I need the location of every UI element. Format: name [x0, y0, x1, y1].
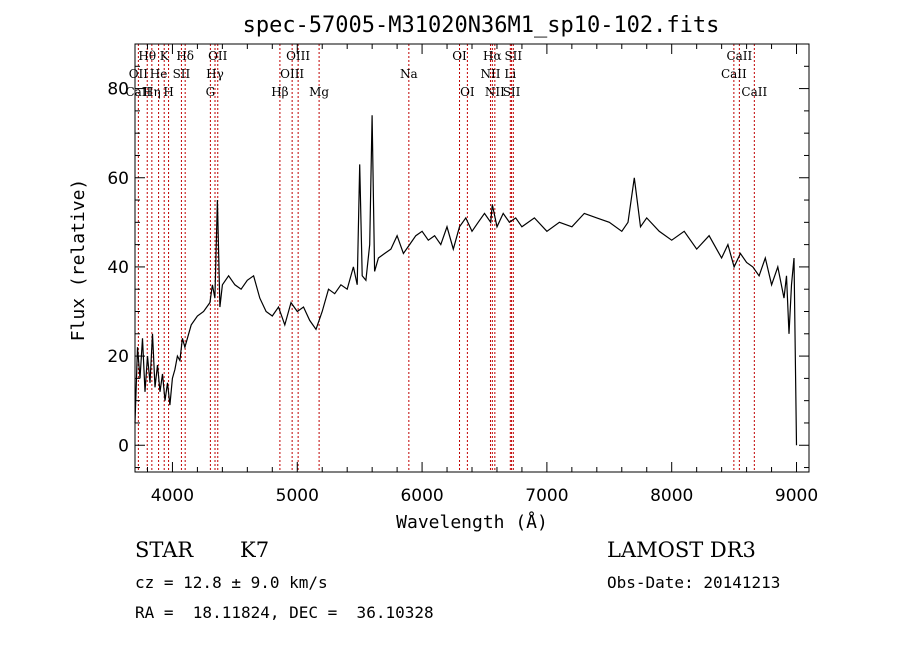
- line-label-27: CaII: [741, 85, 767, 99]
- y-tick-label-3: 60: [107, 169, 129, 189]
- x-tick-label-4: 8000: [650, 486, 693, 506]
- line-label-17: OI: [452, 49, 467, 63]
- x-tick-label-2: 6000: [400, 486, 443, 506]
- y-tick-label-2: 40: [107, 258, 129, 278]
- line-label-13: OIII: [280, 67, 304, 81]
- line-label-12: OIII: [286, 49, 310, 63]
- line-label-15: Mg: [309, 85, 329, 99]
- line-label-0: Hθ: [138, 49, 156, 63]
- line-label-4: He: [150, 67, 168, 81]
- line-label-8: H: [163, 85, 173, 99]
- line-label-10: Hγ: [206, 67, 224, 81]
- x-axis-label: Wavelength (Å): [396, 511, 548, 533]
- chart-title: spec-57005-M31020N36M1_sp10-102.fits: [243, 13, 720, 38]
- y-tick-label-1: 20: [107, 347, 129, 367]
- line-label-7: SII: [173, 67, 191, 81]
- object-subclass: K7: [240, 538, 270, 562]
- y-axis-label: Flux (relative): [68, 179, 89, 342]
- y-tick-label-0: 0: [118, 436, 129, 456]
- x-tick-label-5: 9000: [775, 486, 818, 506]
- line-label-9: OII: [208, 49, 228, 63]
- line-label-1: OII: [129, 67, 149, 81]
- line-label-2: CaII: [125, 85, 151, 99]
- line-label-20: SII: [504, 49, 522, 63]
- line-label-18: OI: [460, 85, 475, 99]
- line-label-25: CaII: [726, 49, 752, 63]
- spectrum-series: [134, 115, 798, 446]
- coordinates: RA = 18.11824, DEC = 36.10328: [135, 603, 434, 622]
- line-label-6: Hδ: [176, 49, 194, 63]
- line-label-21: NII: [480, 67, 500, 81]
- emission-line-markers: [137, 44, 755, 472]
- line-label-26: CaII: [721, 67, 747, 81]
- y-tick-label-4: 80: [107, 80, 129, 100]
- line-label-19: Hα: [483, 49, 502, 63]
- x-tick-label-1: 5000: [276, 486, 319, 506]
- line-label-22: Li: [504, 67, 516, 81]
- x-tick-label-0: 4000: [151, 486, 194, 506]
- axis-ticks: [135, 43, 809, 472]
- line-label-3: K: [160, 49, 170, 63]
- line-label-5: Hη: [143, 85, 161, 99]
- x-tick-label-3: 7000: [525, 486, 568, 506]
- line-label-24: SII: [503, 85, 521, 99]
- line-label-14: Hβ: [271, 85, 288, 99]
- plot-frame: [134, 43, 810, 473]
- line-label-16: Na: [400, 67, 418, 81]
- observation-date: Obs-Date: 20141213: [607, 573, 781, 592]
- line-label-11: G: [206, 85, 216, 99]
- axis-tick-labels: 4000 5000 6000 7000 8000 9000 0 20 40 60 80: [107, 80, 818, 506]
- redshift-velocity: cz = 12.8 ± 9.0 km/s: [135, 573, 328, 592]
- object-class: STAR: [135, 538, 194, 562]
- line-label-23: NII: [485, 85, 505, 99]
- survey-name: LAMOST DR3: [607, 538, 756, 562]
